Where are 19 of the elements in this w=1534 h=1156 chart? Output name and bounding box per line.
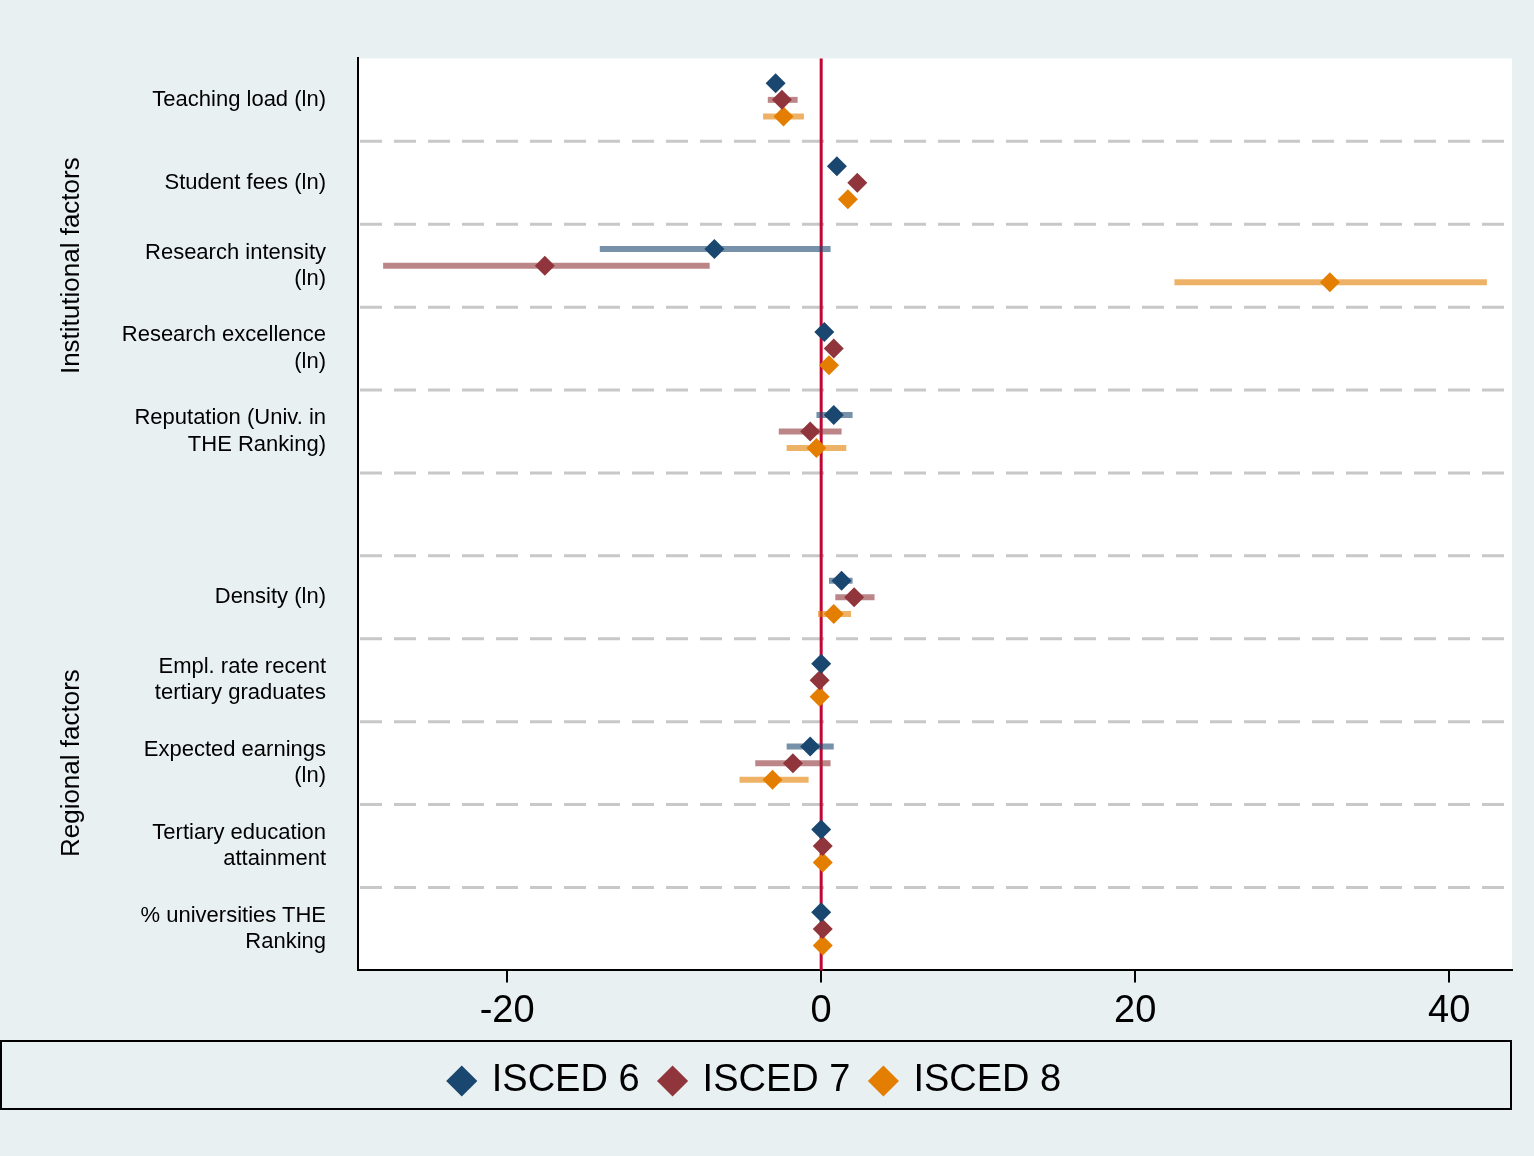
legend-label: ISCED 6 <box>491 1057 640 1100</box>
x-tick-label: 40 <box>1428 987 1471 1030</box>
y-tick-label: Student fees (ln) <box>164 168 326 194</box>
y-tick-label: Research intensity (ln) <box>145 238 326 290</box>
legend-label: ISCED 7 <box>702 1057 851 1100</box>
text: Regional factors <box>55 669 86 858</box>
y-tick-label: Teaching load (ln) <box>152 85 326 111</box>
x-tick-label: 0 <box>810 987 832 1030</box>
y-tick-label: Expected earnings (ln) <box>143 735 326 788</box>
y-tick-label: % universities THE Ranking <box>140 901 326 954</box>
y-tick-label: Empl. rate recent tertiary graduates <box>154 653 326 705</box>
x-tick-label: 20 <box>1114 987 1157 1030</box>
y-tick-label: Density (ln) <box>214 583 326 609</box>
text: Institutional factors <box>55 157 86 375</box>
y-tick-label: Reputation (Univ. in THE Ranking) <box>134 404 326 456</box>
x-tick-label: -20 <box>479 987 535 1030</box>
y-tick-label: Research excellence (ln) <box>121 321 326 373</box>
legend-label: ISCED 8 <box>913 1057 1062 1100</box>
y-tick-label: Tertiary education attainment <box>152 818 326 871</box>
